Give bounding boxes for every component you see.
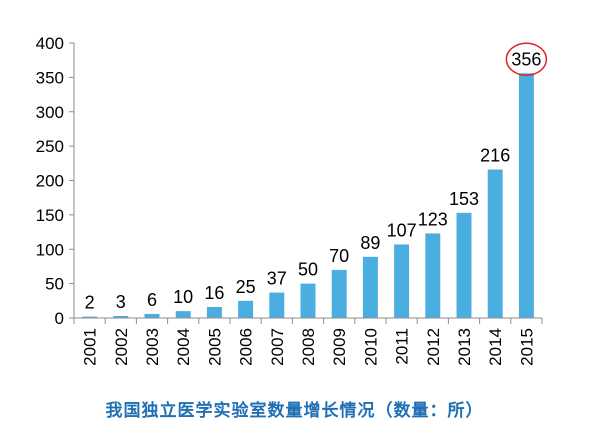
data-label: 37: [267, 269, 287, 289]
x-tick-label: 2011: [393, 328, 412, 365]
bar: [269, 292, 285, 318]
x-tick-label: 2007: [268, 328, 287, 366]
x-axis: 2001 2002 2003 2004 2005 2006 2007 2008 2009 2010…: [73, 317, 543, 366]
bar: [331, 269, 347, 318]
x-tick-label: 2012: [424, 328, 443, 366]
highlight-circle: [505, 42, 548, 76]
x-tick-label: 2005: [205, 328, 224, 366]
bar: [206, 307, 222, 318]
bar: [113, 315, 129, 318]
data-label: 70: [329, 246, 349, 266]
x-tick-label: 2008: [299, 328, 318, 366]
x-tick-label: 2003: [143, 328, 162, 366]
bar: [238, 300, 254, 318]
data-label: 3: [116, 292, 126, 312]
bar: [362, 256, 378, 318]
y-tick-label: 100: [36, 240, 64, 259]
data-label: 16: [204, 283, 224, 303]
data-label: 89: [360, 233, 380, 253]
bar: [82, 316, 98, 318]
data-label: 2: [85, 293, 95, 313]
x-tick-label: 2004: [174, 328, 193, 366]
x-tick-label: 2014: [486, 328, 505, 366]
bar: [144, 313, 160, 318]
x-tick-label: 2006: [237, 328, 256, 366]
bar: [300, 283, 316, 318]
bars: [82, 73, 534, 318]
x-tick-label: 2013: [455, 328, 474, 366]
highlight-annotation: [505, 42, 548, 76]
bar: [487, 169, 503, 318]
bar: [425, 233, 441, 318]
data-label: 153: [449, 189, 479, 209]
x-tick-label: 2001: [81, 328, 100, 366]
y-tick-label: 350: [36, 68, 64, 87]
data-label: 107: [387, 220, 417, 240]
y-tick-label: 0: [55, 309, 64, 328]
y-tick-label: 50: [45, 275, 64, 294]
data-label: 25: [236, 277, 256, 297]
x-tick-label: 2010: [361, 328, 380, 366]
data-label: 10: [173, 287, 193, 307]
bar: [175, 311, 191, 318]
y-tick-label: 150: [36, 206, 64, 225]
x-tick-label: 2009: [330, 328, 349, 366]
y-tick-label: 300: [36, 103, 64, 122]
data-label: 216: [480, 146, 510, 166]
data-label: 50: [298, 260, 318, 280]
x-tick-label: 2002: [112, 328, 131, 366]
bar: [456, 212, 472, 318]
y-tick-label: 400: [36, 34, 64, 53]
y-axis: 0 50 100 150 200 250 300 350 400: [36, 34, 75, 328]
chart-caption: 我国独立医学实验室数量增长情况（数量：所）: [105, 401, 484, 421]
data-label: 6: [147, 290, 157, 310]
y-tick-label: 200: [36, 172, 64, 191]
y-tick-label: 250: [36, 137, 64, 156]
bar: [394, 244, 410, 318]
bar: [518, 73, 534, 318]
data-label: 123: [418, 209, 448, 229]
data-label: 356: [511, 49, 541, 69]
x-tick-label: 2015: [517, 328, 536, 366]
